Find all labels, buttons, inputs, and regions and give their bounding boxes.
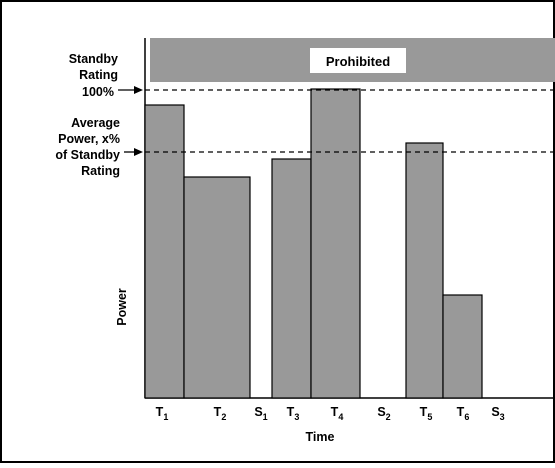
bar-t5 (405, 142, 444, 399)
average-label-line-2: Power, x% (58, 132, 120, 146)
bar-t2 (183, 176, 251, 399)
bar-t3 (271, 158, 312, 399)
prohibited-label-box (310, 48, 406, 73)
bar-t6 (442, 294, 483, 399)
tick-label-t4: T4 (331, 405, 344, 422)
x-axis-label: Time (306, 430, 335, 444)
prohibited-label: Prohibited (326, 54, 390, 69)
bar-t4 (310, 88, 361, 399)
standby-arrow (118, 86, 143, 94)
time-tick-labels: T1 T2 S1 T3 T4 S2 T5 T6 S3 (156, 405, 505, 422)
standby-label-line-2: Rating (79, 68, 118, 82)
tick-label-s1: S1 (254, 405, 267, 422)
average-power-label: Average Power, x% of Standby Rating (55, 116, 120, 178)
average-label-line-4: Rating (81, 164, 120, 178)
tick-label-t2: T2 (214, 405, 227, 422)
y-axis-label: Power (115, 288, 129, 326)
average-label-line-1: Average (71, 116, 120, 130)
standby-label-line-1: Standby (69, 52, 118, 66)
average-label-line-3: of Standby (55, 148, 120, 162)
power-bars (144, 88, 483, 399)
tick-label-s3: S3 (491, 405, 504, 422)
bar-t1 (144, 104, 185, 399)
tick-label-s2: S2 (377, 405, 390, 422)
tick-label-t5: T5 (420, 405, 433, 422)
tick-label-t3: T3 (287, 405, 300, 422)
average-arrow (124, 148, 143, 156)
standby-label: Standby Rating 100% (69, 52, 118, 99)
tick-label-t6: T6 (457, 405, 470, 422)
tick-label-t1: T1 (156, 405, 169, 422)
standby-label-line-3: 100% (82, 85, 114, 99)
